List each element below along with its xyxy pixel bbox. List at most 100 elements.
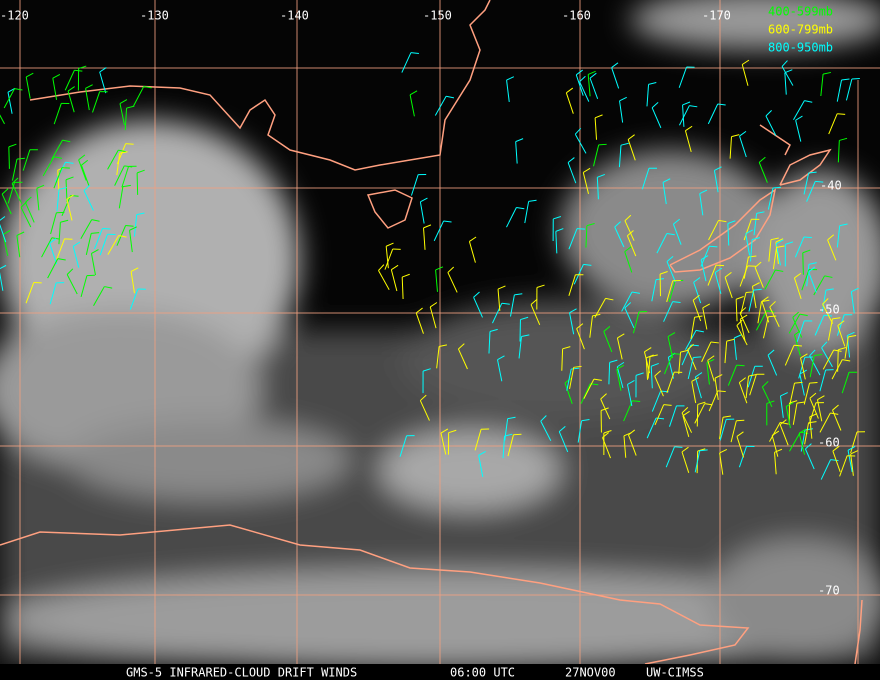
wind-barb <box>837 140 840 163</box>
wind-barb <box>583 378 595 399</box>
lat-label: -70 <box>818 584 840 598</box>
wind-barb-flag <box>583 167 591 173</box>
wind-barb <box>8 146 10 169</box>
wind-barb <box>628 434 637 456</box>
wind-barb-flag <box>72 241 81 247</box>
wind-barb <box>692 300 702 322</box>
wind-barb <box>632 311 640 334</box>
wind-barb-flag <box>57 258 66 261</box>
wind-barb <box>819 369 827 392</box>
wind-barb <box>764 269 776 290</box>
wind-barb <box>608 362 611 385</box>
lon-label: -160 <box>562 9 591 23</box>
wind-barb-flag <box>555 228 564 232</box>
wind-barb-flag <box>651 362 659 367</box>
wind-barb-flag <box>620 142 629 146</box>
wind-barb <box>779 424 789 446</box>
wind-barb-flag <box>603 325 611 332</box>
wind-barb <box>510 294 515 317</box>
wind-barb-flag <box>808 171 817 174</box>
wind-barb-flag <box>736 364 745 367</box>
wind-barb-flag <box>443 220 452 223</box>
wind-barb <box>821 347 833 368</box>
wind-barb <box>524 201 530 224</box>
wind-barb <box>42 156 55 177</box>
wind-barb <box>579 81 590 102</box>
new-zealand-south <box>669 188 777 273</box>
wind-barb <box>668 280 676 302</box>
wind-barb-flag <box>762 381 769 388</box>
wind-barb <box>56 189 60 212</box>
wind-barb <box>582 172 590 194</box>
wind-barb-flag <box>781 60 788 67</box>
wind-barb-flag <box>798 428 807 434</box>
wind-barb-flag <box>780 392 788 397</box>
wind-barb-flag <box>681 446 689 453</box>
wind-barb <box>713 170 719 193</box>
wind-barb-flag <box>631 291 640 294</box>
wind-barb-flag <box>617 333 625 339</box>
wind-barb <box>415 312 424 334</box>
wind-barb <box>738 382 748 404</box>
wind-barb-flag <box>672 353 681 355</box>
wind-barb <box>596 177 599 200</box>
wind-barb-flag <box>672 301 681 304</box>
wind-barb <box>133 86 145 107</box>
wind-barb-flag <box>837 113 846 115</box>
wind-barb <box>736 436 745 458</box>
wind-barb-flag <box>78 154 86 161</box>
wind-barb-flag <box>609 359 618 363</box>
wind-barb-flag <box>837 320 845 326</box>
wind-barb <box>65 179 68 202</box>
wind-barb <box>423 227 426 250</box>
wind-barb-flag <box>848 335 857 338</box>
wind-barb-flag <box>805 443 812 450</box>
wind-barb <box>771 435 779 457</box>
wind-barb-flag <box>752 282 760 287</box>
wind-barb-flag <box>681 407 689 414</box>
wind-barb <box>478 455 484 477</box>
wind-barb <box>736 325 748 346</box>
wind-barb <box>66 274 78 295</box>
wind-barb-flag <box>104 286 113 289</box>
wind-barb-flag <box>648 81 657 85</box>
wind-barbs <box>0 52 866 480</box>
wind-barb <box>502 436 506 459</box>
wind-barb-flag <box>726 338 735 342</box>
wind-barb-flag <box>754 261 762 268</box>
wind-barb-flag <box>65 161 74 164</box>
wind-barb <box>700 259 707 282</box>
legend: 400-599mb 600-799mb 800-950mb <box>768 5 833 55</box>
wind-barb <box>49 282 57 305</box>
wind-barb-flag <box>792 311 800 318</box>
wind-barb <box>616 366 624 389</box>
wind-barb <box>50 212 57 235</box>
wind-barb-flag <box>821 341 828 349</box>
wind-barb-flag <box>579 75 586 83</box>
wind-barb <box>694 403 706 424</box>
wind-barb <box>651 279 657 302</box>
wind-barb-flag <box>748 374 757 377</box>
wind-barb <box>555 231 558 254</box>
wind-barb-flag <box>846 331 855 337</box>
wind-barb-flag <box>119 99 128 105</box>
wind-barb-flag <box>808 262 817 265</box>
wind-barb <box>506 80 510 102</box>
wind-barb <box>11 183 22 204</box>
wind-barb <box>751 286 757 309</box>
wind-barb-flag <box>794 272 802 279</box>
wind-barb-flag <box>765 110 772 117</box>
wind-barb <box>568 274 576 296</box>
wind-barb <box>784 72 787 95</box>
wind-barb <box>623 400 633 422</box>
wind-barb <box>22 149 31 171</box>
wind-barb <box>694 450 701 473</box>
footer-time: 06:00 UTC <box>450 666 515 680</box>
wind-barb <box>691 381 697 404</box>
wind-barb-flag <box>469 236 477 242</box>
wind-barb <box>747 366 756 388</box>
wind-barb <box>779 395 784 418</box>
wind-barb <box>740 292 747 314</box>
wind-barb-flag <box>839 137 848 141</box>
wind-barb-flag <box>691 377 700 382</box>
